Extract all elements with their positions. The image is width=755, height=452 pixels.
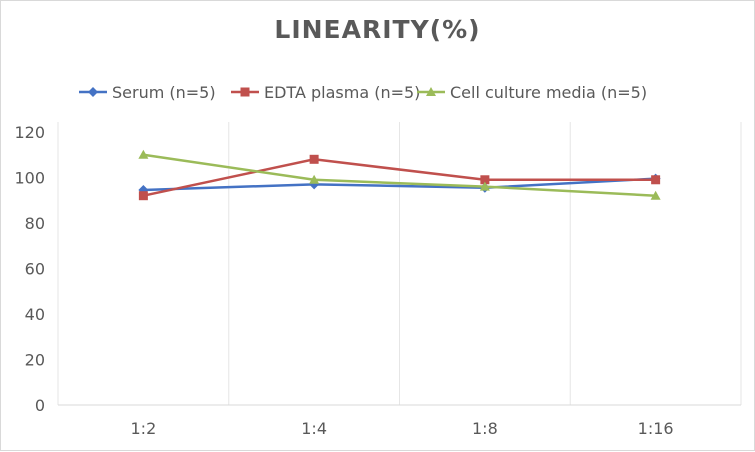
data-point xyxy=(651,175,661,185)
legend-label: Cell culture media (n=5) xyxy=(450,83,647,102)
legend-label: EDTA plasma (n=5) xyxy=(264,83,420,102)
legend-marker xyxy=(426,87,436,96)
data-point xyxy=(650,190,661,200)
x-tick-label: 1:2 xyxy=(131,419,157,438)
series-line xyxy=(143,153,656,197)
data-point xyxy=(480,175,490,185)
chart-title: LINEARITY(%) xyxy=(274,15,481,44)
x-tick-label: 1:4 xyxy=(301,419,327,438)
x-tick-label: 1:16 xyxy=(638,419,674,438)
data-point xyxy=(138,149,149,159)
y-tick-label: 0 xyxy=(35,396,45,415)
legend-label: Serum (n=5) xyxy=(112,83,216,102)
data-point xyxy=(309,154,319,164)
y-tick-label: 80 xyxy=(25,214,45,233)
y-tick-label: 40 xyxy=(25,305,45,324)
legend-marker xyxy=(88,87,98,97)
data-point xyxy=(309,174,320,184)
data-point xyxy=(479,181,490,191)
data-point xyxy=(138,191,148,201)
y-tick-label: 120 xyxy=(14,123,45,142)
y-tick-label: 60 xyxy=(25,260,45,279)
series-line xyxy=(143,177,656,192)
x-tick-label: 1:8 xyxy=(472,419,498,438)
y-tick-label: 20 xyxy=(25,351,45,370)
y-tick-label: 100 xyxy=(14,169,45,188)
series-line xyxy=(143,158,656,197)
legend-marker xyxy=(240,87,250,97)
